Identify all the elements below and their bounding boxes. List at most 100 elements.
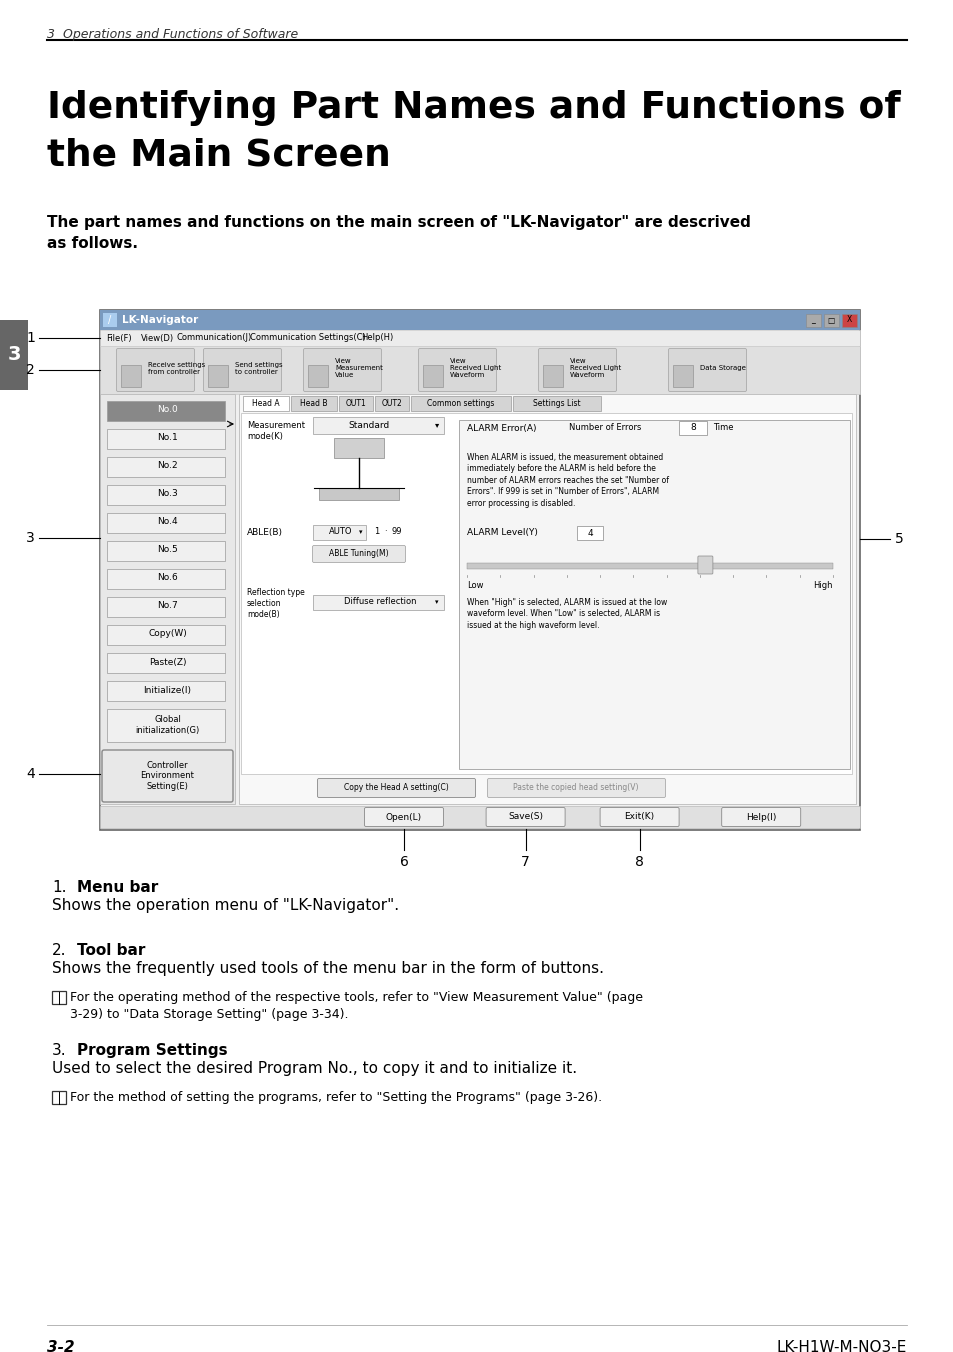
FancyBboxPatch shape bbox=[103, 314, 117, 327]
Text: Program Settings: Program Settings bbox=[77, 1042, 228, 1059]
Text: LK-H1W-M-NO3-E: LK-H1W-M-NO3-E bbox=[776, 1340, 906, 1352]
FancyBboxPatch shape bbox=[108, 653, 225, 672]
Text: ABLE Tuning(M): ABLE Tuning(M) bbox=[329, 549, 389, 558]
FancyBboxPatch shape bbox=[291, 396, 336, 411]
FancyBboxPatch shape bbox=[100, 310, 859, 830]
Text: The part names and functions on the main screen of "LK-Navigator" are descrived
: The part names and functions on the main… bbox=[47, 215, 750, 251]
Text: LK-Navigator: LK-Navigator bbox=[122, 315, 198, 324]
Text: For the operating method of the respective tools, refer to "View Measurement Val: For the operating method of the respecti… bbox=[70, 991, 642, 1021]
Text: ▾: ▾ bbox=[358, 529, 362, 535]
Text: 2: 2 bbox=[27, 362, 35, 377]
FancyBboxPatch shape bbox=[599, 807, 679, 826]
Text: AUTO: AUTO bbox=[329, 527, 352, 537]
Text: Help(H): Help(H) bbox=[360, 334, 393, 342]
FancyBboxPatch shape bbox=[486, 807, 564, 826]
Text: X: X bbox=[845, 315, 851, 324]
Text: Send settings
to controller: Send settings to controller bbox=[234, 361, 282, 375]
Text: 3  Operations and Functions of Software: 3 Operations and Functions of Software bbox=[47, 28, 298, 41]
Text: 1: 1 bbox=[26, 331, 35, 345]
Text: Paste the copied head setting(V): Paste the copied head setting(V) bbox=[513, 784, 639, 792]
FancyBboxPatch shape bbox=[334, 438, 384, 458]
Text: No.1: No.1 bbox=[157, 434, 177, 442]
Text: 3.: 3. bbox=[52, 1042, 67, 1059]
Text: Diffuse reflection: Diffuse reflection bbox=[344, 598, 416, 607]
FancyBboxPatch shape bbox=[108, 484, 225, 504]
Text: Time: Time bbox=[712, 423, 733, 433]
FancyBboxPatch shape bbox=[364, 807, 443, 826]
FancyBboxPatch shape bbox=[418, 349, 496, 392]
Text: Communication Settings(C): Communication Settings(C) bbox=[250, 334, 365, 342]
FancyBboxPatch shape bbox=[116, 349, 194, 392]
Text: Measurement
mode(K): Measurement mode(K) bbox=[247, 420, 305, 441]
Text: ▾: ▾ bbox=[435, 420, 438, 430]
Text: View
Measurement
Value: View Measurement Value bbox=[335, 358, 382, 379]
Text: ·: · bbox=[384, 527, 386, 537]
Text: □: □ bbox=[826, 315, 834, 324]
FancyBboxPatch shape bbox=[314, 595, 444, 610]
FancyBboxPatch shape bbox=[308, 365, 328, 387]
FancyBboxPatch shape bbox=[100, 346, 859, 393]
Text: Head B: Head B bbox=[300, 399, 328, 408]
Text: Save(S): Save(S) bbox=[508, 813, 542, 822]
Text: High: High bbox=[813, 580, 832, 589]
FancyBboxPatch shape bbox=[108, 400, 225, 420]
FancyBboxPatch shape bbox=[100, 330, 859, 346]
FancyBboxPatch shape bbox=[203, 349, 281, 392]
Text: Controller
Environment
Setting(E): Controller Environment Setting(E) bbox=[140, 761, 194, 791]
Text: For the method of setting the programs, refer to "Setting the Programs" (page 3-: For the method of setting the programs, … bbox=[70, 1091, 601, 1105]
Text: Settings List: Settings List bbox=[533, 399, 580, 408]
FancyBboxPatch shape bbox=[100, 310, 859, 330]
Text: Number of Errors: Number of Errors bbox=[568, 423, 640, 433]
Text: 2.: 2. bbox=[52, 942, 67, 959]
Text: When ALARM is issued, the measurement obtained
immediately before the ALARM is h: When ALARM is issued, the measurement ob… bbox=[467, 453, 668, 508]
FancyBboxPatch shape bbox=[121, 365, 141, 387]
Text: Used to select the desired Program No., to copy it and to initialize it.: Used to select the desired Program No., … bbox=[52, 1061, 577, 1076]
Text: Copy(W): Copy(W) bbox=[148, 630, 187, 638]
FancyBboxPatch shape bbox=[243, 396, 289, 411]
Text: Initialize(I): Initialize(I) bbox=[143, 685, 192, 695]
FancyBboxPatch shape bbox=[108, 429, 225, 449]
Text: View
Received Light
Waveform: View Received Light Waveform bbox=[450, 358, 500, 379]
FancyBboxPatch shape bbox=[313, 545, 405, 562]
Text: Shows the frequently used tools of the menu bar in the form of buttons.: Shows the frequently used tools of the m… bbox=[52, 961, 603, 976]
Text: 3-2: 3-2 bbox=[47, 1340, 74, 1352]
Text: View
Received Light
Waveform: View Received Light Waveform bbox=[569, 358, 620, 379]
Text: Reflection type
selection
mode(B): Reflection type selection mode(B) bbox=[247, 588, 304, 619]
Text: Communication(J): Communication(J) bbox=[176, 334, 252, 342]
Text: No.0: No.0 bbox=[157, 406, 177, 415]
Text: OUT2: OUT2 bbox=[381, 399, 402, 408]
Text: 3: 3 bbox=[27, 530, 35, 545]
FancyBboxPatch shape bbox=[542, 365, 562, 387]
Text: File(F): File(F) bbox=[106, 334, 132, 342]
FancyBboxPatch shape bbox=[467, 562, 832, 569]
Text: 7: 7 bbox=[520, 854, 530, 869]
Text: No.4: No.4 bbox=[157, 518, 177, 526]
FancyBboxPatch shape bbox=[314, 416, 444, 434]
Text: 4: 4 bbox=[27, 767, 35, 781]
Text: No.3: No.3 bbox=[157, 489, 177, 499]
Text: No.2: No.2 bbox=[157, 461, 177, 470]
FancyBboxPatch shape bbox=[338, 396, 373, 411]
FancyBboxPatch shape bbox=[239, 393, 855, 804]
FancyBboxPatch shape bbox=[805, 314, 821, 327]
FancyBboxPatch shape bbox=[698, 556, 712, 575]
FancyBboxPatch shape bbox=[303, 349, 381, 392]
FancyBboxPatch shape bbox=[487, 779, 665, 798]
FancyBboxPatch shape bbox=[100, 806, 859, 827]
Text: View(D): View(D) bbox=[141, 334, 174, 342]
Text: Menu bar: Menu bar bbox=[77, 880, 158, 895]
Text: When "High" is selected, ALARM is issued at the low
waveform level. When "Low" i: When "High" is selected, ALARM is issued… bbox=[467, 598, 666, 630]
FancyBboxPatch shape bbox=[679, 420, 706, 435]
FancyBboxPatch shape bbox=[537, 349, 616, 392]
FancyBboxPatch shape bbox=[318, 488, 398, 500]
Text: ALARM Level(Y): ALARM Level(Y) bbox=[467, 529, 537, 538]
Text: Global
initialization(G): Global initialization(G) bbox=[135, 715, 199, 734]
FancyBboxPatch shape bbox=[241, 412, 851, 773]
Text: 99: 99 bbox=[392, 527, 402, 537]
Text: 1.: 1. bbox=[52, 880, 67, 895]
FancyBboxPatch shape bbox=[314, 525, 366, 539]
Text: Standard: Standard bbox=[348, 420, 389, 430]
FancyBboxPatch shape bbox=[208, 365, 228, 387]
FancyBboxPatch shape bbox=[100, 393, 234, 804]
Text: 6: 6 bbox=[399, 854, 408, 869]
